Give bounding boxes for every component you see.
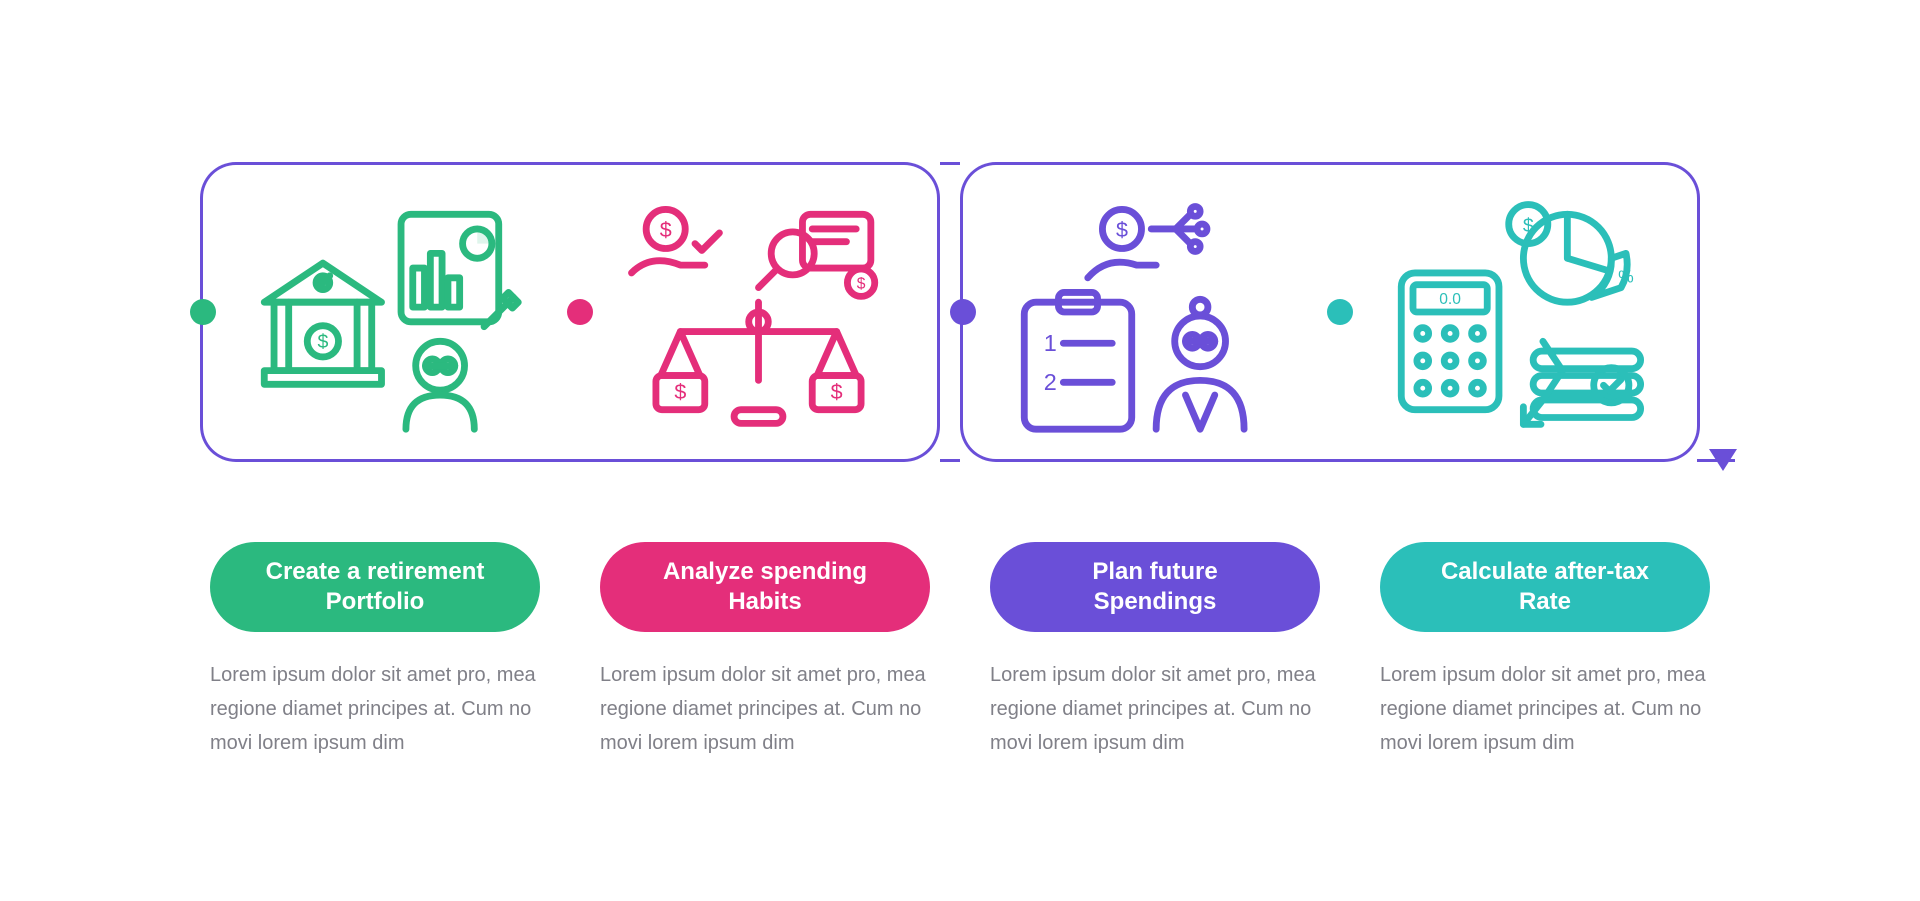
step-title-3: Plan future Spendings bbox=[1092, 557, 1217, 617]
svg-text:$: $ bbox=[660, 217, 672, 241]
step-dot-3 bbox=[950, 299, 976, 325]
svg-text:2: 2 bbox=[1044, 369, 1057, 395]
step-desc-3: Lorem ipsum dolor sit amet pro, mea regi… bbox=[990, 658, 1320, 760]
connector-bot-2 bbox=[940, 459, 960, 462]
connector-top-2 bbox=[940, 162, 960, 165]
step-box-4: $ % 0.0 bbox=[1340, 162, 1700, 462]
svg-text:$: $ bbox=[1523, 214, 1534, 236]
step-pill-4: Calculate after-tax Rate bbox=[1380, 542, 1710, 632]
svg-text:$: $ bbox=[674, 379, 686, 403]
step-pill-3: Plan future Spendings bbox=[990, 542, 1320, 632]
plan-checklist-icon: $ 1 2 bbox=[993, 185, 1290, 439]
flow-tail bbox=[1697, 459, 1735, 462]
svg-text:1: 1 bbox=[1044, 330, 1057, 356]
connector-bot-3 bbox=[1320, 459, 1340, 462]
step-3: Plan future Spendings Lorem ipsum dolor … bbox=[980, 542, 1330, 760]
connector-bot-1 bbox=[560, 459, 580, 462]
step-pill-1: Create a retirement Portfolio bbox=[210, 542, 540, 632]
step-pill-2: Analyze spending Habits bbox=[600, 542, 930, 632]
step-title-1: Create a retirement Portfolio bbox=[266, 557, 485, 617]
infographic-container: $ bbox=[180, 142, 1740, 760]
step-desc-1: Lorem ipsum dolor sit amet pro, mea regi… bbox=[210, 658, 540, 760]
balance-scale-icon: $ $ $ bbox=[610, 185, 907, 439]
svg-text:0.0: 0.0 bbox=[1439, 291, 1461, 308]
calculator-pie-icon: $ % 0.0 bbox=[1370, 185, 1667, 439]
step-1: Create a retirement Portfolio Lorem ipsu… bbox=[200, 542, 550, 760]
flow-connector-row: $ bbox=[180, 142, 1740, 482]
step-box-1: $ bbox=[200, 162, 560, 462]
svg-text:$: $ bbox=[831, 379, 843, 403]
svg-text:$: $ bbox=[1116, 217, 1128, 241]
connector-top-3 bbox=[1320, 162, 1340, 165]
step-box-3: $ 1 2 bbox=[960, 162, 1320, 462]
step-2: Analyze spending Habits Lorem ipsum dolo… bbox=[590, 542, 940, 760]
step-box-2: $ $ $ bbox=[580, 162, 940, 462]
svg-text:%: % bbox=[1618, 266, 1634, 286]
step-desc-4: Lorem ipsum dolor sit amet pro, mea regi… bbox=[1380, 658, 1710, 760]
step-4: Calculate after-tax Rate Lorem ipsum dol… bbox=[1370, 542, 1720, 760]
step-dot-4 bbox=[1327, 299, 1353, 325]
connector-top-1 bbox=[560, 162, 580, 165]
step-desc-2: Lorem ipsum dolor sit amet pro, mea regi… bbox=[600, 658, 930, 760]
labels-row: Create a retirement Portfolio Lorem ipsu… bbox=[180, 542, 1740, 760]
step-dot-2 bbox=[567, 299, 593, 325]
svg-text:$: $ bbox=[317, 331, 328, 353]
portfolio-icon: $ bbox=[233, 185, 530, 439]
svg-text:$: $ bbox=[857, 275, 866, 292]
step-dot-1 bbox=[190, 299, 216, 325]
step-title-4: Calculate after-tax Rate bbox=[1441, 557, 1649, 617]
step-title-2: Analyze spending Habits bbox=[663, 557, 867, 617]
